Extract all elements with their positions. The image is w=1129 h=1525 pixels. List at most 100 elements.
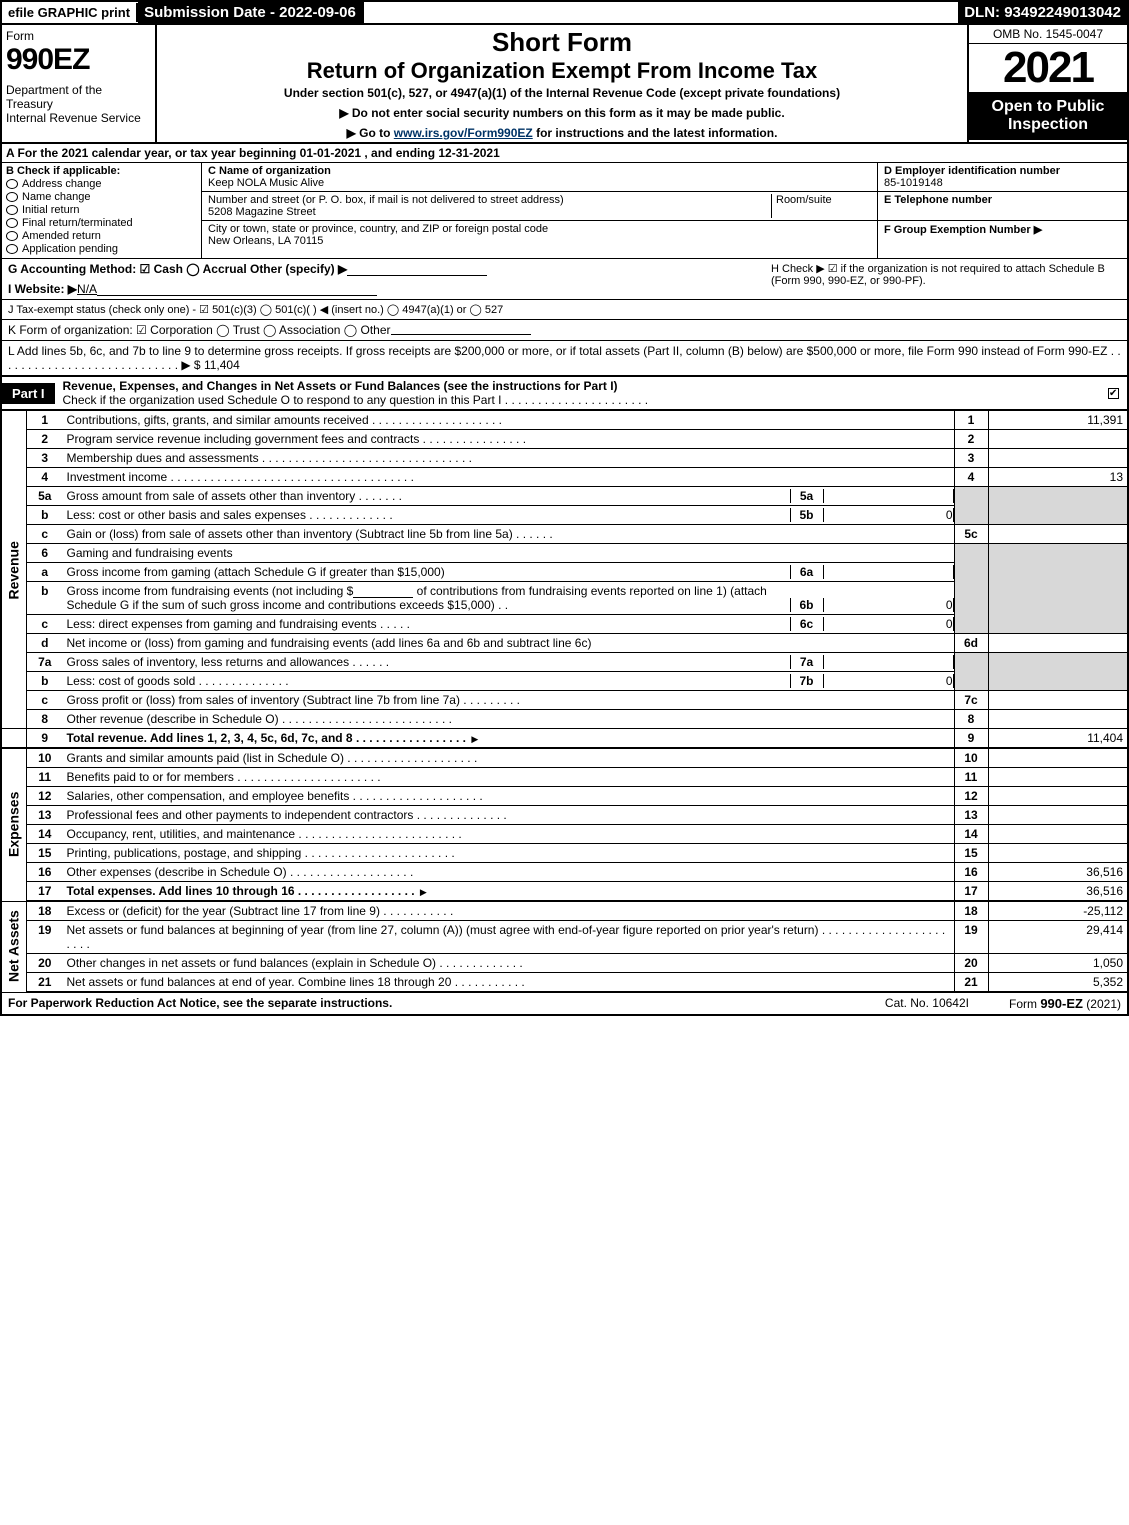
form-header: Form 990EZ Department of the Treasury In… — [0, 25, 1129, 144]
submission-date: Submission Date - 2022-09-06 — [138, 2, 364, 23]
b-opt-5[interactable]: Application pending — [6, 243, 197, 255]
row-l: L Add lines 5b, 6c, and 7b to line 9 to … — [0, 341, 1129, 376]
header-mid: Short Form Return of Organization Exempt… — [157, 25, 967, 142]
line-5a: 5aGross amount from sale of assets other… — [1, 487, 1128, 506]
col-d: D Employer identification number 85-1019… — [877, 163, 1127, 258]
open-inspection: Open to Public Inspection — [969, 92, 1127, 140]
checkbox-icon[interactable] — [6, 231, 18, 241]
line-16: 16Other expenses (describe in Schedule O… — [1, 863, 1128, 882]
short-form-title: Short Form — [163, 27, 961, 58]
efile-label[interactable]: efile GRAPHIC print — [2, 3, 138, 22]
omb-number: OMB No. 1545-0047 — [969, 25, 1127, 44]
header-left: Form 990EZ Department of the Treasury In… — [2, 25, 157, 142]
i-blank[interactable] — [97, 284, 377, 296]
tax-year: 2021 — [969, 44, 1127, 92]
line-17: 17Total expenses. Add lines 10 through 1… — [1, 882, 1128, 902]
h-text: H Check ▶ ☑ if the organization is not r… — [771, 262, 1121, 296]
page-footer: For Paperwork Reduction Act Notice, see … — [0, 993, 1129, 1016]
b-opt-4[interactable]: Amended return — [6, 230, 197, 242]
line-8: 8Other revenue (describe in Schedule O) … — [1, 710, 1128, 729]
under-section: Under section 501(c), 527, or 4947(a)(1)… — [163, 86, 961, 100]
c-street-lbl: Number and street (or P. O. box, if mail… — [208, 194, 564, 206]
c-city-lbl: City or town, state or province, country… — [208, 223, 548, 235]
line-4: 4Investment income . . . . . . . . . . .… — [1, 468, 1128, 487]
part1-tab: Part I — [2, 383, 55, 404]
irs-link[interactable]: www.irs.gov/Form990EZ — [394, 126, 533, 140]
form-word: Form — [6, 29, 151, 43]
row-a: A For the 2021 calendar year, or tax yea… — [0, 144, 1129, 163]
f-lbl: F Group Exemption Number ▶ — [884, 224, 1042, 236]
part1-check[interactable] — [1106, 387, 1127, 399]
checkbox-icon[interactable] — [6, 192, 18, 202]
line-7a: 7aGross sales of inventory, less returns… — [1, 653, 1128, 672]
row-g-h: G Accounting Method: ☑ Cash ◯ Accrual Ot… — [0, 259, 1129, 300]
line-19: 19Net assets or fund balances at beginni… — [1, 921, 1128, 954]
arrow-icon — [418, 884, 427, 898]
checkbox-icon[interactable] — [6, 205, 18, 215]
b-opt-2[interactable]: Initial return — [6, 204, 197, 216]
part1-table: Revenue 1Contributions, gifts, grants, a… — [0, 411, 1129, 993]
expenses-side: Expenses — [1, 748, 27, 901]
line-7c: cGross profit or (loss) from sales of in… — [1, 691, 1128, 710]
department-label: Department of the Treasury Internal Reve… — [6, 83, 151, 125]
form-number: 990EZ — [6, 43, 151, 77]
d-row: D Employer identification number 85-1019… — [878, 163, 1127, 192]
c-name-lbl: C Name of organization — [208, 165, 331, 177]
i-lbl: I Website: ▶ — [8, 282, 77, 296]
b-opt-0[interactable]: Address change — [6, 178, 197, 190]
line-20: 20Other changes in net assets or fund ba… — [1, 954, 1128, 973]
j-text: J Tax-exempt status (check only one) - ☑… — [8, 303, 503, 316]
ein-value: 85-1019148 — [884, 177, 943, 189]
footer-left: For Paperwork Reduction Act Notice, see … — [8, 996, 392, 1011]
k-blank[interactable] — [391, 323, 531, 335]
line-18: Net Assets 18Excess or (deficit) for the… — [1, 901, 1128, 921]
return-title: Return of Organization Exempt From Incom… — [163, 58, 961, 84]
line-3: 3Membership dues and assessments . . . .… — [1, 449, 1128, 468]
line-5c: cGain or (loss) from sale of assets othe… — [1, 525, 1128, 544]
checkbox-icon[interactable] — [6, 218, 18, 228]
org-name: Keep NOLA Music Alive — [208, 177, 324, 189]
part1-title: Revenue, Expenses, and Changes in Net As… — [55, 377, 657, 409]
c-name-row: C Name of organization Keep NOLA Music A… — [202, 163, 877, 192]
header-right: OMB No. 1545-0047 2021 Open to Public In… — [967, 25, 1127, 142]
b-opt-3[interactable]: Final return/terminated — [6, 217, 197, 229]
b-opt-1[interactable]: Name change — [6, 191, 197, 203]
website-value: N/A — [77, 282, 97, 296]
dln-label: DLN: 93492249013042 — [958, 2, 1127, 23]
netassets-side: Net Assets — [1, 901, 27, 992]
line-11: 11Benefits paid to or for members . . . … — [1, 768, 1128, 787]
line-9: 9Total revenue. Add lines 1, 2, 3, 4, 5c… — [1, 729, 1128, 749]
goto-pre: ▶ Go to — [347, 126, 394, 140]
checkbox-icon[interactable] — [6, 244, 18, 254]
checkbox-icon[interactable] — [6, 179, 18, 189]
e-row: E Telephone number — [878, 192, 1127, 221]
line-21: 21Net assets or fund balances at end of … — [1, 973, 1128, 993]
line-1: Revenue 1Contributions, gifts, grants, a… — [1, 411, 1128, 430]
row-j: J Tax-exempt status (check only one) - ☑… — [0, 300, 1129, 320]
row-a-text: A For the 2021 calendar year, or tax yea… — [6, 146, 500, 160]
goto-note: ▶ Go to www.irs.gov/Form990EZ for instru… — [163, 126, 961, 140]
d-lbl: D Employer identification number — [884, 165, 1060, 177]
line-15: 15Printing, publications, postage, and s… — [1, 844, 1128, 863]
k-text: K Form of organization: ☑ Corporation ◯ … — [8, 323, 391, 337]
line-12: 12Salaries, other compensation, and empl… — [1, 787, 1128, 806]
footer-right: Form 990-EZ (2021) — [1009, 996, 1121, 1011]
f-row: F Group Exemption Number ▶ — [878, 221, 1127, 238]
g-blank[interactable] — [347, 264, 487, 276]
revenue-side: Revenue — [1, 411, 27, 729]
ssn-note: ▶ Do not enter social security numbers o… — [163, 106, 961, 120]
l-value: 11,404 — [204, 358, 240, 372]
top-bar: efile GRAPHIC print Submission Date - 20… — [0, 0, 1129, 25]
line-6: 6Gaming and fundraising events — [1, 544, 1128, 563]
block-b-c-d: B Check if applicable: Address change Na… — [0, 163, 1129, 259]
footer-center: Cat. No. 10642I — [885, 996, 969, 1011]
b-label: B Check if applicable: — [6, 165, 120, 177]
line-2: 2Program service revenue including gover… — [1, 430, 1128, 449]
line-13: 13Professional fees and other payments t… — [1, 806, 1128, 825]
part1-sub: Check if the organization used Schedule … — [63, 393, 649, 407]
arrow-icon — [469, 731, 478, 745]
line-6d: dNet income or (loss) from gaming and fu… — [1, 634, 1128, 653]
check-icon[interactable] — [1108, 388, 1119, 399]
line-10: Expenses 10Grants and similar amounts pa… — [1, 748, 1128, 768]
line-14: 14Occupancy, rent, utilities, and mainte… — [1, 825, 1128, 844]
